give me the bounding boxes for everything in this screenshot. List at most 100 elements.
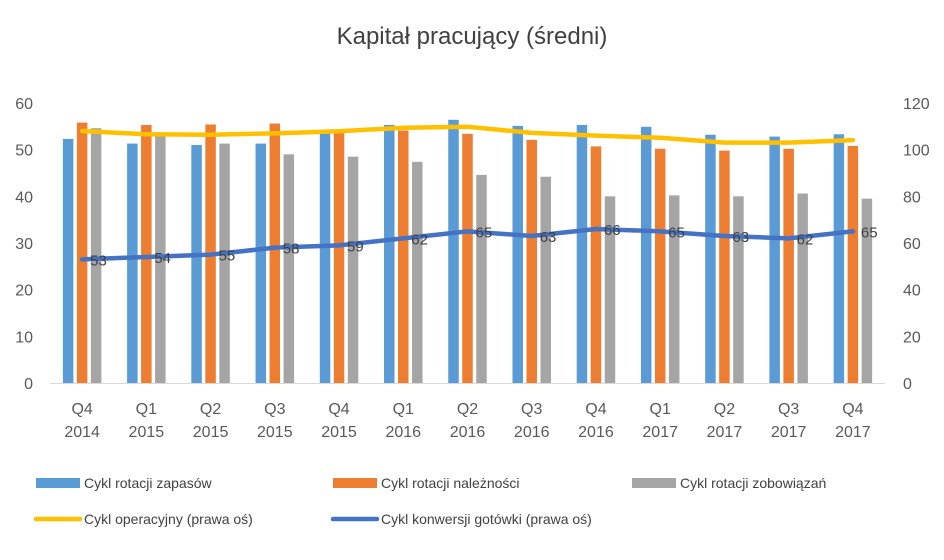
bar <box>833 134 845 383</box>
bar <box>76 122 88 383</box>
bar <box>590 146 602 383</box>
bar <box>526 139 537 383</box>
x-tick-label-quarter: Q4 <box>585 401 606 418</box>
data-label: 58 <box>283 241 300 258</box>
legend-swatch <box>632 478 676 488</box>
x-tick-label-year: 2017 <box>642 424 678 441</box>
bar <box>448 119 459 384</box>
y-right-tick-label: 60 <box>903 236 921 253</box>
bar <box>769 136 780 383</box>
bar <box>861 198 873 383</box>
legend-label: Cykl rotacji zapasów <box>84 475 212 491</box>
bar <box>127 143 138 383</box>
data-label: 63 <box>540 229 557 246</box>
x-tick-label-quarter: Q3 <box>521 401 542 418</box>
legend-swatch <box>333 478 377 488</box>
bar <box>269 123 281 384</box>
bar <box>783 148 794 383</box>
bar <box>576 124 588 383</box>
x-tick-label-year: 2017 <box>835 424 871 441</box>
legend-label: Cykl rotacji należności <box>381 475 520 491</box>
x-tick-label-year: 2015 <box>321 424 357 441</box>
y-right-tick-label: 0 <box>903 376 912 393</box>
x-tick-label-quarter: Q2 <box>457 401 478 418</box>
bar <box>654 148 666 383</box>
data-label: 65 <box>668 224 685 241</box>
bar <box>640 126 652 384</box>
bar <box>141 124 152 383</box>
bar <box>384 124 395 383</box>
bar <box>462 133 473 383</box>
x-tick-label-quarter: Q1 <box>650 401 671 418</box>
x-tick-label-quarter: Q4 <box>328 401 349 418</box>
x-tick-label-quarter: Q1 <box>136 401 157 418</box>
x-tick-label-quarter: Q1 <box>393 401 414 418</box>
bar <box>668 195 680 383</box>
y-right-tick-label: 20 <box>903 329 921 346</box>
x-tick-label-quarter: Q2 <box>714 401 735 418</box>
bar <box>62 138 74 383</box>
x-tick-label-year: 2017 <box>707 424 743 441</box>
bar <box>412 161 423 383</box>
data-label: 63 <box>732 229 749 246</box>
bar <box>90 128 102 383</box>
y-left-tick-label: 20 <box>15 283 33 300</box>
bar <box>333 130 345 383</box>
bar <box>255 143 267 383</box>
series-line <box>79 226 856 262</box>
bar <box>191 145 202 383</box>
x-tick-label-year: 2014 <box>64 424 100 441</box>
bar <box>719 150 730 383</box>
data-label: 59 <box>347 238 364 255</box>
y-right-tick-label: 100 <box>903 143 930 160</box>
bar <box>476 174 487 383</box>
legend-swatch <box>36 478 80 488</box>
x-tick-label-quarter: Q3 <box>778 401 799 418</box>
y-left-tick-label: 50 <box>15 143 33 160</box>
bar <box>283 154 295 383</box>
data-label: 54 <box>154 250 171 267</box>
x-tick-label-quarter: Q2 <box>200 401 221 418</box>
x-tick-label-quarter: Q4 <box>842 401 863 418</box>
data-label: 62 <box>411 231 428 248</box>
data-label: 62 <box>797 231 814 248</box>
bar <box>540 176 551 383</box>
y-right-tick-label: 80 <box>903 189 921 206</box>
chart-title: Kapitał pracujący (średni) <box>337 23 608 50</box>
legend-label: Cykl rotacji zobowiązań <box>680 475 826 491</box>
y-right-tick-label: 120 <box>903 96 930 113</box>
y-left-tick-label: 10 <box>15 329 33 346</box>
bar <box>847 145 859 383</box>
x-tick-label-quarter: Q3 <box>264 401 285 418</box>
bar <box>347 156 359 383</box>
bar <box>319 131 331 383</box>
y-left-tick-label: 0 <box>24 376 33 393</box>
bar <box>219 143 230 383</box>
x-tick-label-year: 2015 <box>193 424 229 441</box>
y-left-tick-label: 60 <box>15 96 33 113</box>
series-line <box>79 124 856 145</box>
legend-label: Cykl konwersji gotówki (prawa oś) <box>381 511 592 527</box>
x-tick-label-year: 2016 <box>578 424 614 441</box>
data-label: 55 <box>219 248 236 265</box>
x-tick-label-year: 2017 <box>771 424 807 441</box>
data-label: 66 <box>604 222 621 239</box>
bar <box>512 125 523 383</box>
bar <box>797 193 808 383</box>
legend-label: Cykl operacyjny (prawa oś) <box>84 511 253 527</box>
bar <box>733 196 744 383</box>
y-left-tick-label: 30 <box>15 236 33 253</box>
x-tick-label-year: 2016 <box>514 424 550 441</box>
data-label: 65 <box>861 224 878 241</box>
y-right-tick-label: 40 <box>903 283 921 300</box>
bar <box>155 134 166 383</box>
data-label: 53 <box>90 252 107 269</box>
data-label: 65 <box>476 224 493 241</box>
x-tick-label-year: 2015 <box>257 424 293 441</box>
bar <box>604 196 616 383</box>
x-tick-label-year: 2015 <box>129 424 165 441</box>
y-left-tick-label: 40 <box>15 189 33 206</box>
x-tick-label-year: 2016 <box>450 424 486 441</box>
